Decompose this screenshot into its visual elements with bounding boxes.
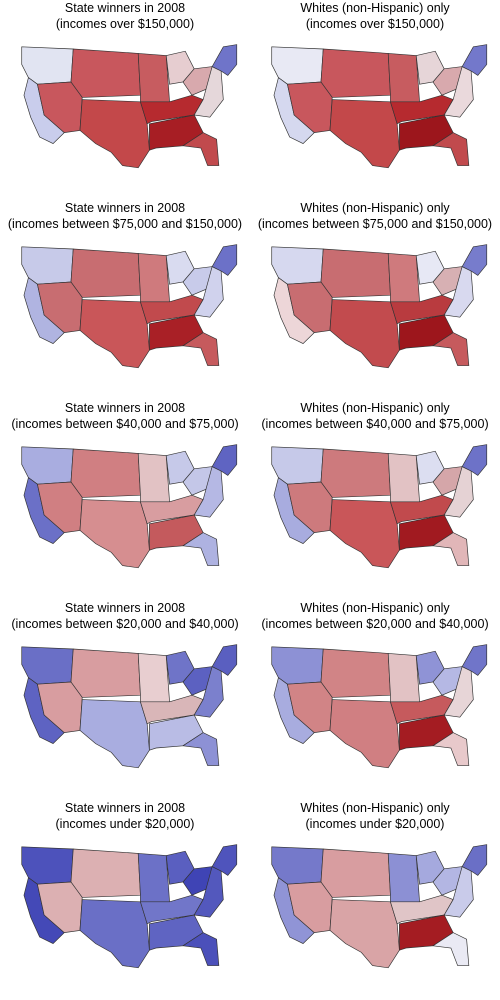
map-panel: Whites (non-Hispanic) only (incomes betwe… xyxy=(250,200,500,400)
us-map xyxy=(271,844,488,969)
region-fl xyxy=(182,532,220,566)
panel-title-line2: (incomes between $40,000 and $75,000) xyxy=(11,417,239,431)
region-ne xyxy=(211,244,238,276)
region-ne xyxy=(211,444,238,476)
panel-title-line1: State winners in 2008 xyxy=(64,201,186,215)
us-map xyxy=(21,444,238,569)
region-fl xyxy=(432,732,470,766)
region-fl xyxy=(432,132,470,166)
region-ne xyxy=(461,244,488,276)
us-map xyxy=(21,844,238,969)
panel-title-line1: Whites (non-Hispanic) only xyxy=(300,201,450,215)
region-texas xyxy=(79,99,150,169)
region-texas xyxy=(79,499,150,569)
region-texas xyxy=(329,99,400,169)
panel-title-line1: Whites (non-Hispanic) only xyxy=(300,1,450,15)
panel-title-line1: State winners in 2008 xyxy=(64,601,186,615)
panel-title-line2: (incomes under $20,000) xyxy=(305,817,445,831)
region-plains xyxy=(137,653,170,703)
panel-title-line1: Whites (non-Hispanic) only xyxy=(300,601,450,615)
region-ne xyxy=(211,44,238,76)
map-panel: State winners in 2008 (incomes between $7… xyxy=(0,200,250,400)
region-texas xyxy=(329,299,400,369)
region-fl xyxy=(182,332,220,366)
panel-title-line2: (incomes under $20,000) xyxy=(55,817,195,831)
region-ne xyxy=(461,844,488,876)
us-map xyxy=(271,44,488,169)
region-plains xyxy=(137,453,170,503)
region-ne xyxy=(211,844,238,876)
panel-title-line1: State winners in 2008 xyxy=(64,801,186,815)
us-map xyxy=(21,644,238,769)
panel-title-line2: (incomes between $75,000 and $150,000) xyxy=(7,217,243,231)
region-plains xyxy=(387,653,420,703)
map-panel: State winners in 2008 (incomes over $150,… xyxy=(0,0,250,200)
panel-title-line2: (incomes between $20,000 and $40,000) xyxy=(261,617,489,631)
panel-title-line2: (incomes over $150,000) xyxy=(55,17,195,31)
region-plains xyxy=(137,53,170,103)
region-fl xyxy=(432,932,470,966)
region-fl xyxy=(182,732,220,766)
map-panel: Whites (non-Hispanic) only (incomes under… xyxy=(250,800,500,1000)
region-plains xyxy=(387,53,420,103)
panel-title-line1: Whites (non-Hispanic) only xyxy=(300,401,450,415)
region-fl xyxy=(432,332,470,366)
region-texas xyxy=(329,699,400,769)
region-ne xyxy=(211,644,238,676)
region-texas xyxy=(329,499,400,569)
map-panel: State winners in 2008 (incomes between $4… xyxy=(0,400,250,600)
panel-title-line2: (incomes between $20,000 and $40,000) xyxy=(11,617,239,631)
us-map xyxy=(271,244,488,369)
region-ne xyxy=(461,644,488,676)
map-panel: Whites (non-Hispanic) only (incomes betwe… xyxy=(250,400,500,600)
us-map xyxy=(271,644,488,769)
region-fl xyxy=(432,532,470,566)
region-ne xyxy=(461,444,488,476)
us-map xyxy=(21,44,238,169)
region-fl xyxy=(182,132,220,166)
region-texas xyxy=(79,299,150,369)
map-panel: Whites (non-Hispanic) only (incomes betwe… xyxy=(250,600,500,800)
map-panel: Whites (non-Hispanic) only (incomes over … xyxy=(250,0,500,200)
panel-title-line1: State winners in 2008 xyxy=(64,401,186,415)
region-plains xyxy=(387,453,420,503)
us-map xyxy=(271,444,488,569)
region-ne xyxy=(461,44,488,76)
region-texas xyxy=(329,899,400,969)
region-texas xyxy=(79,699,150,769)
map-panel: State winners in 2008 (incomes under $20,… xyxy=(0,800,250,1000)
region-fl xyxy=(182,932,220,966)
map-panel: State winners in 2008 (incomes between $2… xyxy=(0,600,250,800)
panel-title-line2: (incomes between $40,000 and $75,000) xyxy=(261,417,489,431)
region-plains xyxy=(137,253,170,303)
region-texas xyxy=(79,899,150,969)
region-plains xyxy=(387,253,420,303)
panel-title-line2: (incomes over $150,000) xyxy=(305,17,445,31)
us-map xyxy=(21,244,238,369)
panel-title-line1: State winners in 2008 xyxy=(64,1,186,15)
panel-title-line1: Whites (non-Hispanic) only xyxy=(300,801,450,815)
region-plains xyxy=(137,853,170,903)
region-plains xyxy=(387,853,420,903)
panel-title-line2: (incomes between $75,000 and $150,000) xyxy=(257,217,493,231)
